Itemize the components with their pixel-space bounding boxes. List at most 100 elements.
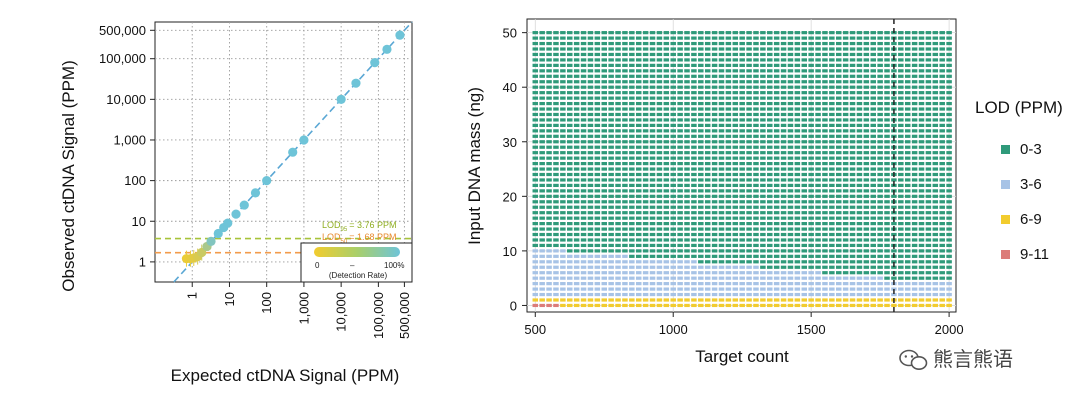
heatmap-cell	[622, 222, 628, 226]
heatmap-cell	[684, 85, 690, 89]
heatmap-cell	[594, 101, 601, 106]
heatmap-cell	[753, 31, 759, 35]
heatmap-cell	[567, 107, 573, 111]
heatmap-cell	[635, 222, 642, 226]
heatmap-cell	[760, 178, 766, 182]
heatmap-cell	[801, 178, 808, 182]
heatmap-cell	[911, 292, 918, 297]
heatmap-cell	[794, 80, 801, 84]
heatmap-cell	[560, 85, 566, 89]
heatmap-cell	[863, 47, 870, 51]
scatter-point	[239, 200, 249, 210]
lod50-prefix: LOD	[322, 232, 341, 242]
heatmap-cell	[560, 63, 566, 67]
heatmap-cell	[732, 222, 739, 226]
heatmap-cell	[822, 52, 828, 57]
heatmap-cell	[760, 134, 766, 138]
heatmap-cell	[925, 151, 932, 155]
heatmap-cell	[732, 31, 739, 35]
heatmap-cell	[746, 232, 752, 237]
heatmap-cell	[822, 194, 828, 198]
heatmap-cell	[539, 243, 545, 248]
heatmap-cell	[891, 194, 897, 198]
heatmap-cell	[884, 47, 890, 51]
heatmap-cell	[635, 282, 642, 286]
heatmap-cell	[870, 183, 876, 188]
heatmap-cell	[815, 134, 821, 138]
heatmap-cell	[836, 134, 842, 138]
heatmap-cell	[863, 52, 870, 57]
heatmap-cell	[863, 265, 870, 269]
heatmap-cell	[836, 161, 842, 166]
heatmap-cell	[849, 112, 856, 117]
heatmap-cell	[904, 211, 911, 215]
heatmap-cell	[560, 189, 566, 193]
heatmap-cell	[553, 271, 559, 275]
heatmap-cell	[898, 156, 904, 160]
heatmap-cell	[691, 85, 697, 89]
heatmap-cell	[946, 118, 952, 122]
heatmap-cell	[573, 31, 580, 35]
heatmap-cell	[863, 298, 870, 302]
heatmap-cell	[801, 47, 808, 51]
heatmap-cell	[546, 205, 552, 209]
heatmap-cell	[594, 216, 601, 220]
heatmap-cell	[932, 134, 939, 138]
heatmap-cell	[573, 194, 580, 198]
heatmap-cell	[939, 161, 945, 166]
heatmap-cell	[760, 172, 766, 177]
heatmap-cell	[911, 156, 918, 160]
heatmap-cell	[746, 91, 752, 95]
heatmap-cell	[704, 69, 711, 73]
heatmap-cell	[829, 74, 835, 78]
heatmap-cell	[573, 140, 580, 144]
heatmap-cell	[711, 287, 718, 291]
heatmap-cell	[718, 172, 725, 177]
heatmap-cell	[856, 140, 863, 144]
heatmap-cell	[739, 243, 745, 248]
heatmap-cell	[829, 80, 835, 84]
heatmap-cell	[663, 145, 670, 149]
heatmap-cell	[884, 200, 890, 204]
heatmap-cell	[856, 101, 863, 106]
heatmap-cell	[704, 232, 711, 237]
heatmap-cell	[567, 91, 573, 95]
heatmap-cell	[849, 276, 856, 280]
heatmap-cell	[808, 183, 814, 188]
heatmap-cell	[856, 271, 863, 275]
heatmap-cell	[884, 96, 890, 100]
heatmap-cell	[608, 140, 614, 144]
heatmap-cell	[691, 63, 697, 67]
heatmap-cell	[842, 222, 849, 226]
heatmap-cell	[829, 151, 835, 155]
heatmap-cell	[904, 69, 911, 73]
left-y-tick-label: 10	[132, 214, 146, 229]
heatmap-cell	[691, 243, 697, 248]
heatmap-cell	[780, 145, 787, 149]
heatmap-cell	[677, 96, 683, 100]
heatmap-cell	[732, 69, 739, 73]
heatmap-cell	[794, 194, 801, 198]
heatmap-cell	[842, 36, 849, 40]
heatmap-cell	[829, 63, 835, 67]
heatmap-cell	[725, 172, 732, 177]
heatmap-cell	[684, 112, 690, 117]
heatmap-cell	[891, 96, 897, 100]
heatmap-cell	[622, 134, 628, 138]
heatmap-cell	[932, 156, 939, 160]
heatmap-cell	[642, 238, 649, 242]
heatmap-cell	[677, 156, 683, 160]
heatmap-cell	[898, 36, 904, 40]
heatmap-cell	[842, 271, 849, 275]
heatmap-cell	[808, 134, 814, 138]
heatmap-cell	[932, 200, 939, 204]
heatmap-cell	[822, 276, 828, 280]
heatmap-cell	[649, 161, 656, 166]
heatmap-cell	[760, 145, 766, 149]
heatmap-cell	[684, 216, 690, 220]
heatmap-cell	[656, 303, 663, 308]
heatmap-cell	[546, 36, 552, 40]
heatmap-cell	[725, 69, 732, 73]
heatmap-cell	[815, 161, 821, 166]
heatmap-cell	[746, 211, 752, 215]
